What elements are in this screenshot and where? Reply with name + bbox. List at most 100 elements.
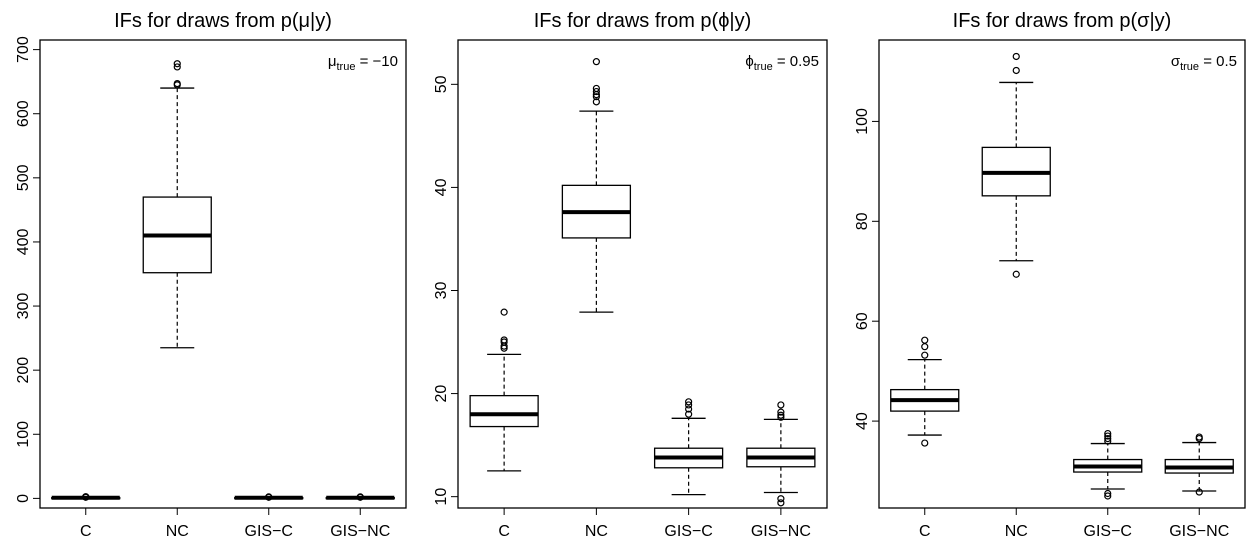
y-tick-label: 40 (433, 178, 450, 196)
x-tick-label: GIS−NC (1169, 523, 1229, 540)
annotation-value: = −10 (355, 53, 398, 70)
true-value-annotation: μtrue = −10 (328, 53, 398, 73)
outlier-point (173, 79, 181, 88)
box-2 (561, 58, 632, 313)
outlier-point (777, 401, 785, 409)
y-tick-label: 60 (854, 312, 871, 330)
y-tick-label: 100 (15, 421, 32, 448)
outlier-point (592, 58, 600, 66)
chart-title: IFs for draws from p(σ|y) (953, 10, 1172, 32)
plot-frame (878, 39, 1246, 509)
outlier-point (921, 351, 929, 359)
y-tick-label: 40 (854, 412, 871, 430)
x-tick-label: GIS−NC (330, 523, 390, 540)
outlier-point (82, 493, 90, 501)
outlier-point (1104, 489, 1112, 498)
outlier-point (1104, 429, 1112, 438)
box-1 (890, 336, 960, 447)
outlier-point (685, 405, 693, 413)
panel-1: IFs for draws from p(μ|y) 0 100 200 300 400 50… (15, 10, 407, 540)
outlier-point (921, 336, 929, 344)
y-tick-label: 100 (854, 108, 871, 135)
chart-title: IFs for draws from p(ϕ|y) (534, 10, 752, 32)
y-tick-label: 200 (15, 357, 32, 384)
y-tick-label: 10 (433, 488, 450, 506)
y-tick-label: 300 (15, 293, 32, 320)
y-tick-label: 0 (15, 494, 32, 503)
x-tick-label: NC (166, 523, 189, 540)
panel-3: IFs for draws from p(σ|y) 40 60 80 100 C NC GIS… (854, 10, 1246, 540)
outlier-point (1012, 270, 1020, 278)
x-tick-label: GIS−C (245, 523, 293, 540)
box-4 (1164, 433, 1234, 496)
outlier-point (592, 87, 600, 96)
y-tick-label: 400 (15, 228, 32, 255)
y-tick-label: 30 (433, 281, 450, 299)
outlier-point (777, 411, 785, 419)
annotation-subscript: true (336, 61, 355, 73)
outlier-point (777, 495, 785, 503)
annotation-subscript: true (1180, 61, 1199, 73)
box-1 (51, 493, 121, 501)
box-3 (653, 398, 724, 496)
box-1 (469, 308, 539, 472)
annotation-symbol: σ (1171, 53, 1181, 70)
outlier-point (1012, 66, 1020, 75)
annotation-symbol: ϕ (745, 53, 753, 70)
box-4 (746, 401, 816, 507)
annotation-subscript: true (754, 61, 773, 73)
outlier-point (685, 410, 693, 418)
x-tick-label: C (498, 523, 510, 540)
annotation-symbol: μ (328, 53, 337, 70)
y-tick-label: 80 (854, 212, 871, 230)
plot-frame (39, 39, 407, 509)
outlier-point (1012, 52, 1020, 61)
box-4 (325, 493, 395, 501)
true-value-annotation: ϕtrue = 0.95 (745, 53, 819, 73)
outlier-point (1104, 434, 1112, 443)
x-tick-label: GIS−NC (751, 523, 811, 540)
box-3 (234, 493, 304, 501)
y-tick-label: 700 (15, 36, 32, 63)
outlier-point (685, 398, 693, 406)
outlier-point (500, 308, 508, 316)
outlier-point (265, 493, 273, 501)
outlier-point (777, 408, 785, 416)
box-3 (1073, 429, 1143, 500)
y-tick-label: 600 (15, 100, 32, 127)
outlier-point (500, 336, 508, 344)
x-tick-label: NC (585, 523, 608, 540)
box-2 (142, 60, 212, 349)
chart-title: IFs for draws from p(μ|y) (114, 10, 332, 32)
outlier-point (921, 439, 929, 447)
y-tick-label: 500 (15, 164, 32, 191)
outlier-point (777, 499, 785, 507)
iqr-box (469, 394, 539, 428)
outlier-point (1104, 437, 1112, 445)
x-tick-label: C (80, 523, 92, 540)
outlier-point (777, 413, 785, 421)
outlier-point (173, 63, 181, 71)
plot-frame (457, 39, 828, 509)
outlier-point (1104, 492, 1112, 500)
annotation-value: = 0.95 (773, 53, 819, 70)
outlier-point (1195, 488, 1203, 496)
outlier-point (685, 401, 693, 409)
y-tick-label: 50 (433, 75, 450, 93)
true-value-annotation: σtrue = 0.5 (1171, 53, 1237, 73)
x-tick-label: C (919, 523, 931, 540)
x-tick-label: GIS−C (1084, 523, 1132, 540)
outlier-point (1104, 432, 1112, 440)
outlier-point (500, 338, 508, 346)
outlier-point (921, 343, 929, 351)
panel-2: IFs for draws from p(ϕ|y) 10 20 30 40 50 C NC GI… (433, 10, 828, 540)
annotation-value: = 0.5 (1199, 53, 1237, 70)
x-tick-label: NC (1005, 523, 1028, 540)
outlier-point (356, 493, 364, 501)
x-tick-label: GIS−C (664, 523, 712, 540)
outlier-point (592, 98, 600, 106)
outlier-point (173, 60, 181, 68)
outlier-point (592, 84, 600, 93)
outlier-point (1195, 433, 1203, 441)
